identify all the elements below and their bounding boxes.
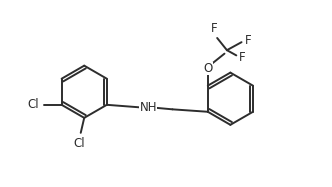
Text: F: F (210, 22, 217, 35)
Text: Cl: Cl (73, 137, 85, 150)
Text: Cl: Cl (27, 98, 39, 111)
Text: F: F (239, 51, 246, 64)
Text: O: O (203, 62, 212, 75)
Text: F: F (245, 34, 252, 47)
Text: NH: NH (139, 101, 157, 114)
